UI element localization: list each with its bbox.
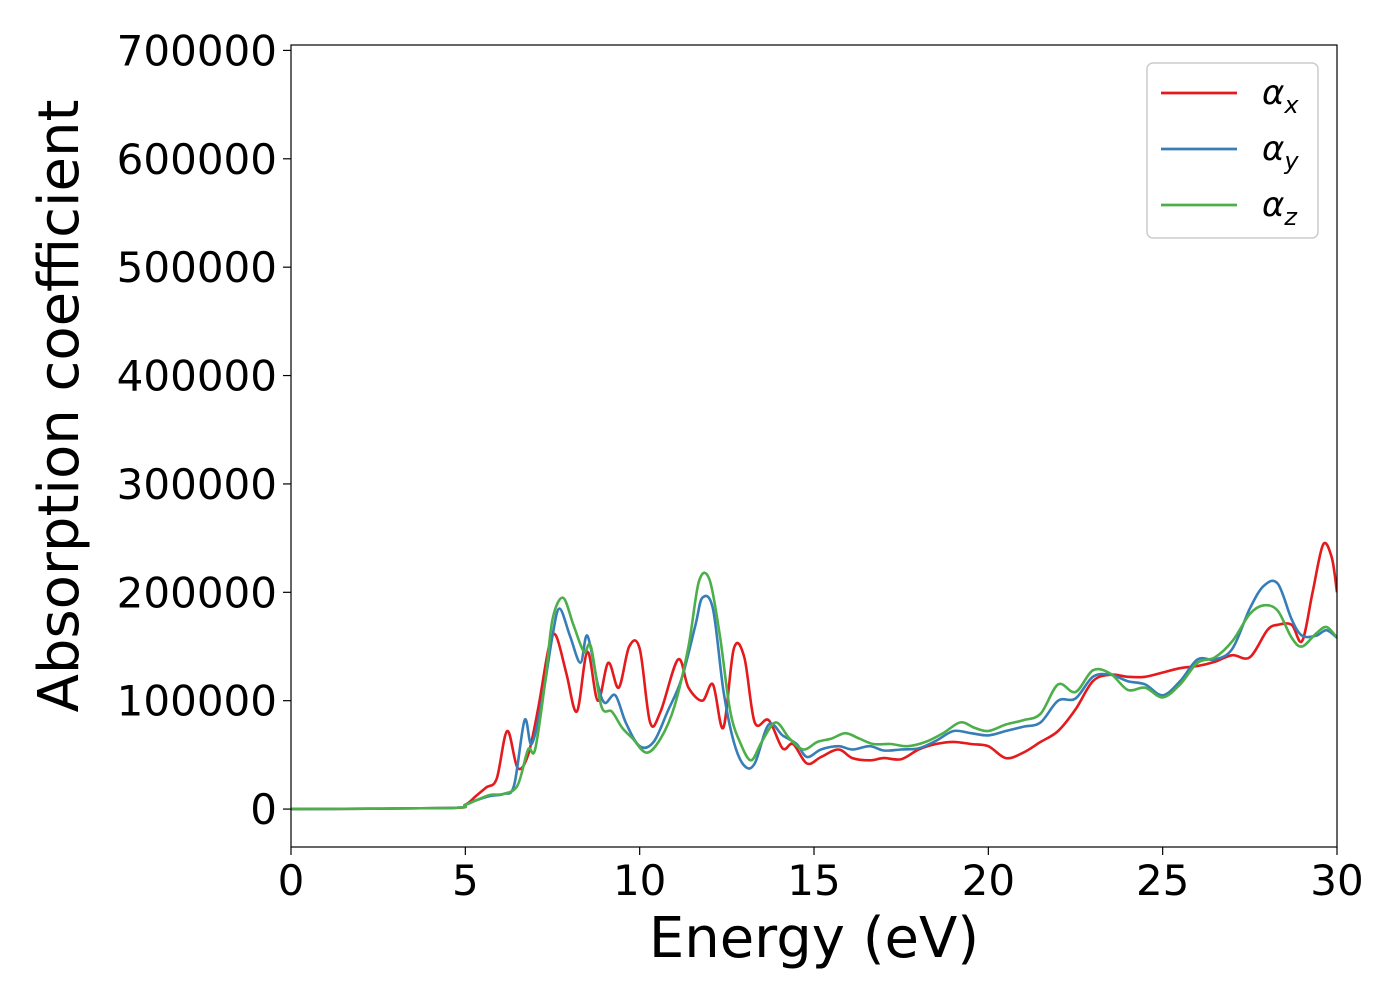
y-axis-label: Absorption coefficient	[27, 100, 92, 713]
legend-box	[1146, 62, 1319, 239]
x-tick-label: 0	[278, 856, 305, 905]
legend-label-base: α	[1262, 129, 1284, 169]
y-tick-label: 100000	[117, 677, 277, 726]
legend-label-y: αy	[1262, 129, 1299, 175]
x-axis-label: Energy (eV)	[649, 906, 979, 971]
legend-label-subscript: z	[1283, 203, 1298, 231]
y-tick-label: 500000	[117, 243, 277, 292]
legend-label-base: α	[1262, 185, 1284, 225]
legend-label-subscript: x	[1283, 91, 1299, 119]
series-line-y	[291, 579, 1337, 811]
x-axis-ticks: 0 5 10 15 20 25 30	[278, 847, 1364, 905]
x-tick-label: 10	[613, 856, 666, 905]
y-tick-label: 200000	[117, 568, 277, 617]
y-axis-ticks: 0 100000 200000 300000 400000 500000 600000 700…	[117, 26, 291, 834]
y-tick-label: 300000	[117, 460, 277, 509]
x-tick-label: 5	[452, 856, 479, 905]
legend-label-subscript: y	[1283, 147, 1299, 175]
legend-label-base: α	[1262, 73, 1284, 113]
legend-label-z: αz	[1262, 185, 1298, 231]
series-layer	[291, 541, 1337, 811]
series-line-z	[291, 571, 1337, 811]
series-line-x	[291, 541, 1337, 811]
x-tick-label: 20	[962, 856, 1015, 905]
x-tick-label: 25	[1136, 856, 1189, 905]
x-tick-label: 30	[1310, 856, 1363, 905]
x-tick-label: 15	[787, 856, 840, 905]
y-tick-label: 700000	[117, 26, 277, 75]
y-tick-label: 0	[250, 785, 277, 834]
legend-label-x: αx	[1262, 73, 1299, 119]
y-tick-label: 400000	[117, 352, 277, 401]
y-tick-label: 600000	[117, 135, 277, 184]
